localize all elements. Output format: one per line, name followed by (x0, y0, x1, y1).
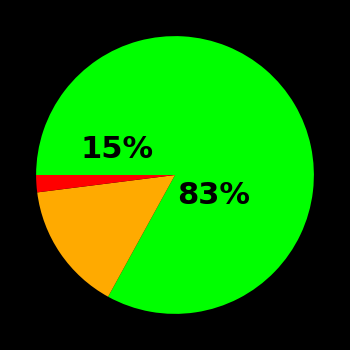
Text: 83%: 83% (177, 181, 250, 210)
Wedge shape (36, 36, 314, 314)
Text: 15%: 15% (80, 135, 153, 164)
Wedge shape (36, 175, 175, 192)
Wedge shape (37, 175, 175, 297)
